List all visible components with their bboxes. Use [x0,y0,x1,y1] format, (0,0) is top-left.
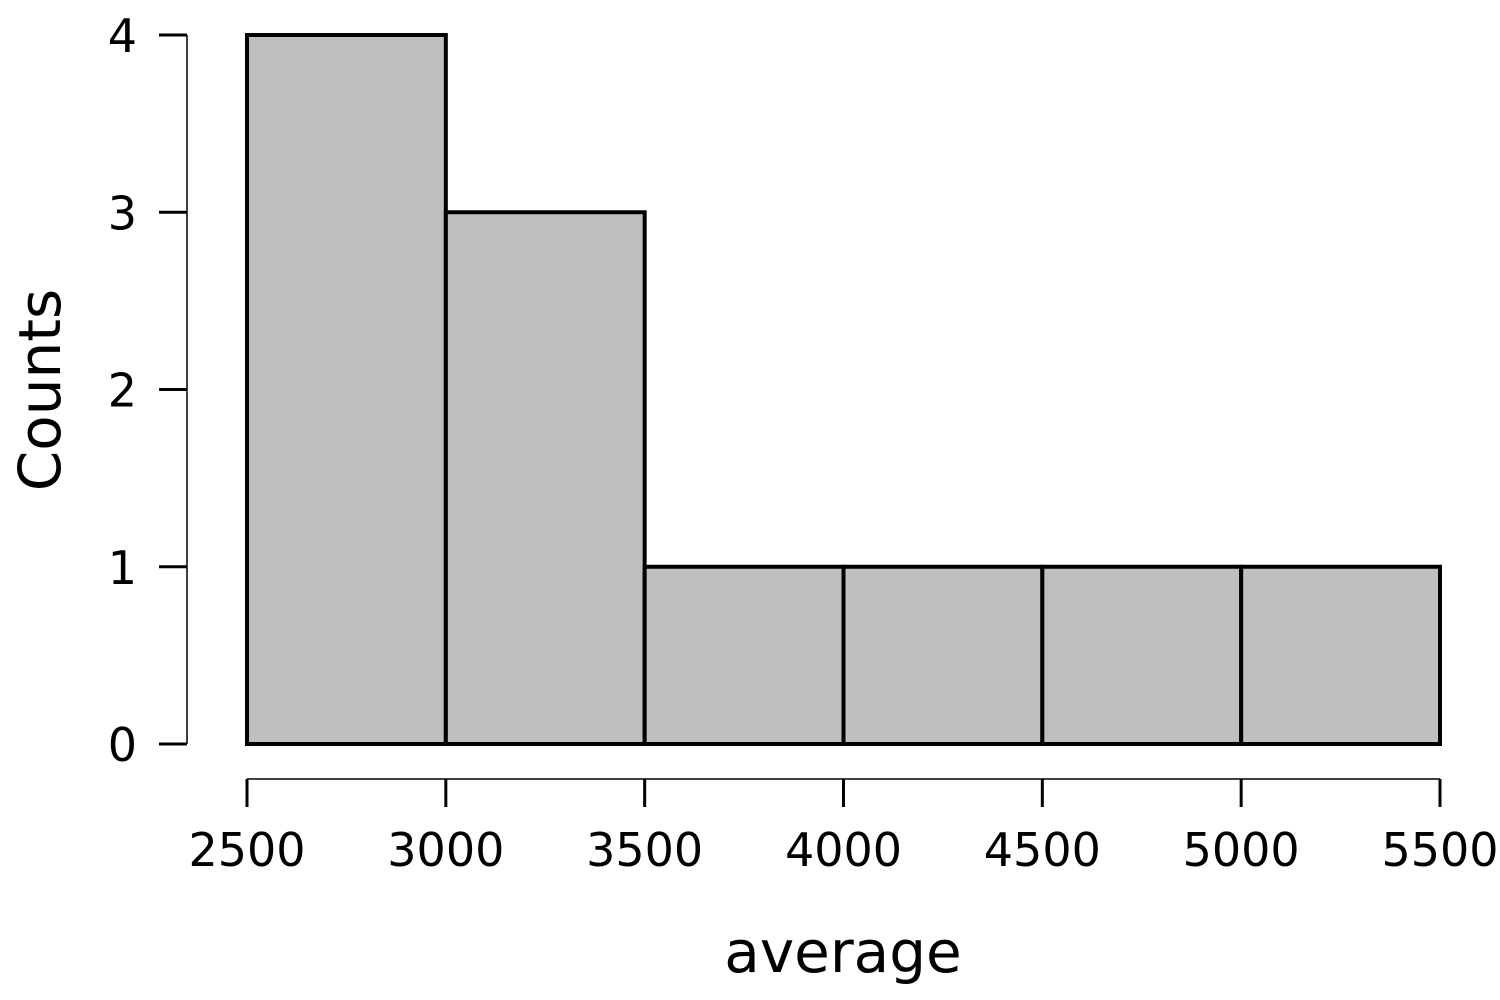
y-tick-label: 3 [108,186,137,240]
histogram-bar [642,564,846,746]
histogram-bar [841,564,1045,746]
y-tick-label: 0 [108,718,137,772]
x-tick-label: 3500 [586,823,703,877]
x-tick-label: 4000 [785,823,902,877]
x-tick-label: 2500 [188,823,305,877]
x-tick-label: 5000 [1183,823,1300,877]
x-tick-label: 3000 [387,823,504,877]
histogram-bar [443,210,647,746]
x-axis: 2500 3000 3500 4000 4500 5000 5500 [188,778,1499,877]
y-tick-label: 4 [108,9,137,63]
x-tick-label: 5500 [1381,823,1498,877]
histogram-bar [1239,564,1442,746]
histogram-bar [1040,564,1244,746]
y-tick-label: 2 [108,364,137,418]
histogram-bars [245,33,1442,746]
y-axis-title: Counts [6,289,74,491]
x-tick-label: 4500 [984,823,1101,877]
histogram-bar [245,33,448,746]
y-axis: 0 1 2 3 4 [108,9,188,772]
x-axis-title: average [724,918,961,986]
y-tick-label: 1 [108,541,137,595]
